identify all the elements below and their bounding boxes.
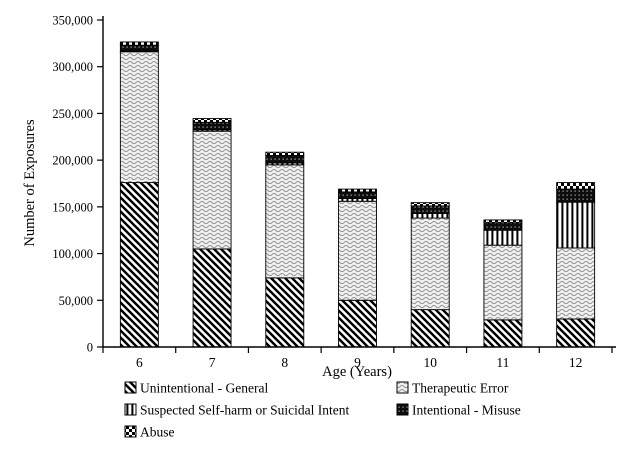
x-category-label: 8: [281, 355, 288, 370]
bar-segment-checkerboard: [556, 182, 596, 190]
tick-labels-group: 0 50,000 100,000 150,000 200,000 250,000 300,0…: [52, 14, 613, 370]
x-category-label: 12: [569, 355, 583, 370]
y-tick-label: 50,000: [59, 294, 93, 308]
legend-swatch-diagonal-hatch: [124, 381, 137, 394]
bar-segment-checkerboard: [192, 118, 232, 123]
bar-segment-checkerboard: [410, 202, 450, 207]
y-tick-label: 150,000: [52, 200, 93, 214]
y-tick-label: 250,000: [52, 107, 93, 121]
bars-group: [119, 41, 596, 348]
legend-swatch-vertical-lines: [124, 403, 137, 416]
bar-segment-wavy-gray: [265, 164, 305, 279]
legend-item: Unintentional - General: [124, 381, 268, 396]
bar-segment-checkerboard: [483, 219, 523, 224]
legend-label: Unintentional - General: [140, 381, 268, 396]
axes-group: [102, 16, 616, 348]
bar-segment-checkerboard: [119, 41, 159, 46]
x-category-label: 11: [496, 355, 509, 370]
y-tick-label: 350,000: [52, 14, 93, 28]
bar-segment-wavy-gray: [338, 200, 377, 301]
bar-segment-checkerboard: [338, 188, 377, 193]
y-tick-label: 0: [87, 341, 93, 355]
y-tick-label: 200,000: [52, 154, 93, 168]
bar-segment-diagonal-hatch: [556, 318, 596, 348]
y-tick-label: 100,000: [52, 247, 93, 261]
bar-segment-wavy-gray: [483, 244, 523, 321]
legend-swatch-black-dotted: [396, 403, 409, 416]
legend-label: Intentional - Misuse: [412, 403, 521, 418]
chart-legend: Unintentional - General Therapeutic Error…: [124, 381, 521, 440]
bar-segment-vertical-lines: [410, 212, 450, 219]
legend-item: Abuse: [124, 425, 175, 440]
bar-segment-black-dotted: [556, 188, 596, 203]
bar-segment-black-dotted: [338, 191, 377, 199]
x-category-label: 10: [423, 355, 437, 370]
bar-segment-black-dotted: [192, 121, 232, 131]
legend-item: Intentional - Misuse: [396, 403, 521, 418]
bar-segment-vertical-lines: [556, 201, 596, 249]
x-category-label: 7: [209, 355, 216, 370]
legend-item: Suspected Self-harm or Suicidal Intent: [124, 403, 349, 418]
bar-segment-diagonal-hatch: [338, 299, 377, 348]
bar-segment-wavy-gray: [556, 247, 596, 320]
bar-segment-black-dotted: [410, 205, 450, 214]
x-category-label: 9: [354, 355, 361, 370]
bar-segment-wavy-gray: [119, 51, 159, 184]
legend-label: Abuse: [140, 425, 175, 440]
bar-segment-black-dotted: [119, 44, 159, 52]
bar-segment-wavy-gray: [410, 217, 450, 311]
x-axis-title: Age (Years): [322, 364, 392, 380]
y-axis-title: Number of Exposures: [22, 119, 38, 247]
legend-label: Therapeutic Error: [412, 381, 509, 396]
bar-segment-black-dotted: [265, 155, 305, 164]
legend-label: Suspected Self-harm or Suicidal Intent: [140, 403, 349, 418]
bar-segment-checkerboard: [265, 151, 305, 156]
bar-segment-black-dotted: [483, 222, 523, 231]
bar-segment-diagonal-hatch: [192, 248, 232, 348]
bar-segment-diagonal-hatch: [265, 277, 305, 348]
bar-segment-vertical-lines: [483, 229, 523, 246]
bar-segment-diagonal-hatch: [119, 182, 159, 348]
legend-item: Therapeutic Error: [396, 381, 509, 396]
legend-swatch-checkerboard: [124, 425, 137, 438]
x-category-label: 6: [136, 355, 143, 370]
y-tick-label: 300,000: [52, 60, 93, 74]
bar-segment-diagonal-hatch: [483, 319, 523, 348]
bar-segment-wavy-gray: [192, 130, 232, 250]
bar-segment-diagonal-hatch: [410, 309, 450, 348]
legend-swatch-wavy-gray: [396, 381, 409, 394]
